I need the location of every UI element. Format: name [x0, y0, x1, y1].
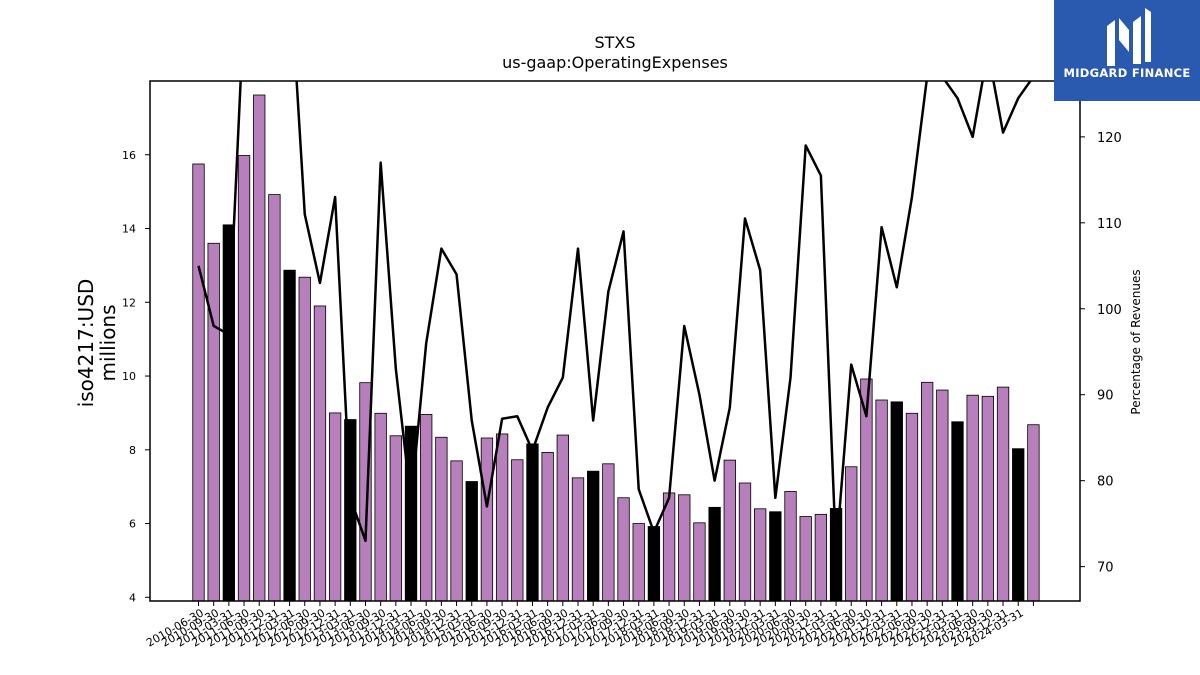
percentage-line	[197, 81, 1032, 555]
bar-2023-09-30	[996, 386, 1010, 602]
line-group	[197, 81, 1032, 555]
logo-mark-icon	[1107, 8, 1151, 66]
bar-2017-03-31	[602, 463, 615, 602]
bar-2012-03-31	[298, 276, 311, 602]
y-tick-label: 12	[122, 296, 136, 309]
bar-2019-03-31	[723, 459, 736, 602]
y-tick-label: 16	[122, 149, 136, 162]
y2-tick-label: 70	[1097, 561, 1114, 576]
bar-2022-06-30	[920, 381, 934, 602]
bar-2020-03-31	[784, 491, 797, 602]
bar-2024-03-31	[1027, 424, 1040, 602]
y2-tick-label: 80	[1097, 475, 1114, 490]
bar-2017-12-31	[647, 526, 661, 602]
bar-2012-09-30	[328, 412, 342, 602]
bar-2015-03-31	[480, 437, 494, 602]
bar-2011-12-31	[283, 269, 296, 602]
y-tick-label: 6	[129, 518, 136, 531]
bar-2015-09-30	[511, 459, 524, 602]
y-axis-label-line: iso4217:USD	[74, 279, 98, 408]
y2-tick-label: 120	[1097, 131, 1122, 146]
bar-2012-06-30	[313, 305, 327, 602]
bar-2015-06-30	[495, 433, 509, 602]
y2-tick-label: 100	[1097, 303, 1122, 318]
y-tick-label: 14	[122, 223, 136, 236]
bar-2016-09-30	[571, 477, 585, 602]
bar-2021-09-30	[875, 399, 888, 602]
y2-axis-label: Percentage of Revenues	[1129, 269, 1143, 414]
bar-2019-06-30	[738, 482, 752, 602]
bar-2019-09-30	[754, 508, 767, 602]
bar-2011-06-30	[253, 94, 266, 602]
plot-frame	[149, 80, 1081, 602]
bar-2010-12-31	[222, 224, 236, 602]
bar-2022-12-31	[951, 421, 964, 602]
bar-2023-06-30	[981, 395, 995, 602]
y-tick-label: 10	[122, 370, 136, 383]
bar-2014-06-30	[435, 436, 448, 602]
logo-wordmark: MIDGARD FINANCE	[1063, 66, 1191, 80]
bar-2010-09-30	[207, 242, 220, 602]
right-axis: 70 80 90 100 110 120	[1080, 131, 1122, 576]
bars-group	[192, 94, 1040, 602]
bar-2011-03-31	[237, 155, 251, 602]
bar-2018-06-30	[678, 494, 691, 602]
y-axis-label-line: millions	[96, 304, 120, 381]
bar-2016-06-30	[556, 434, 569, 602]
bar-2014-03-31	[420, 413, 433, 602]
bar-2022-09-30	[936, 389, 949, 602]
bar-2018-09-30	[693, 522, 706, 602]
bar-2023-12-31	[1012, 448, 1025, 602]
bar-2011-09-30	[268, 194, 281, 602]
midgard-finance-logo: MIDGARD FINANCE	[1054, 0, 1200, 101]
bar-2023-03-31	[966, 394, 979, 602]
bar-2022-03-31	[905, 412, 919, 602]
bar-2020-06-30	[799, 516, 812, 602]
bar-2013-09-30	[389, 435, 402, 602]
bar-2021-03-31	[845, 466, 858, 602]
chart-title: STXS	[594, 33, 635, 52]
bar-2018-12-31	[708, 506, 721, 602]
bar-2016-12-31	[587, 470, 600, 602]
bar-2017-09-30	[632, 523, 645, 602]
y2-tick-label: 90	[1097, 389, 1114, 404]
chart-subtitle: us-gaap:OperatingExpenses	[502, 53, 728, 72]
bar-2021-12-31	[890, 401, 903, 602]
bar-2014-12-31	[465, 481, 478, 602]
bar-2017-06-30	[617, 497, 630, 602]
bar-2016-03-31	[541, 451, 554, 602]
left-axis: 4 6 8 10 12 14 16	[122, 149, 150, 604]
y-tick-label: 8	[129, 444, 136, 457]
y-axis-label: iso4217:USDmillions	[74, 279, 120, 408]
bar-2020-09-30	[814, 513, 828, 602]
bar-2015-12-31	[526, 443, 539, 602]
bar-2013-06-30	[374, 412, 387, 602]
y-tick-label: 4	[129, 591, 136, 604]
bar-2014-09-30	[450, 460, 463, 602]
bar-2010-06-30	[192, 163, 205, 602]
bar-2019-12-31	[769, 511, 782, 602]
x-axis: 2010-06-302010-09-302011-03-312011-06-30…	[144, 601, 1034, 650]
y2-tick-label: 110	[1097, 217, 1122, 232]
